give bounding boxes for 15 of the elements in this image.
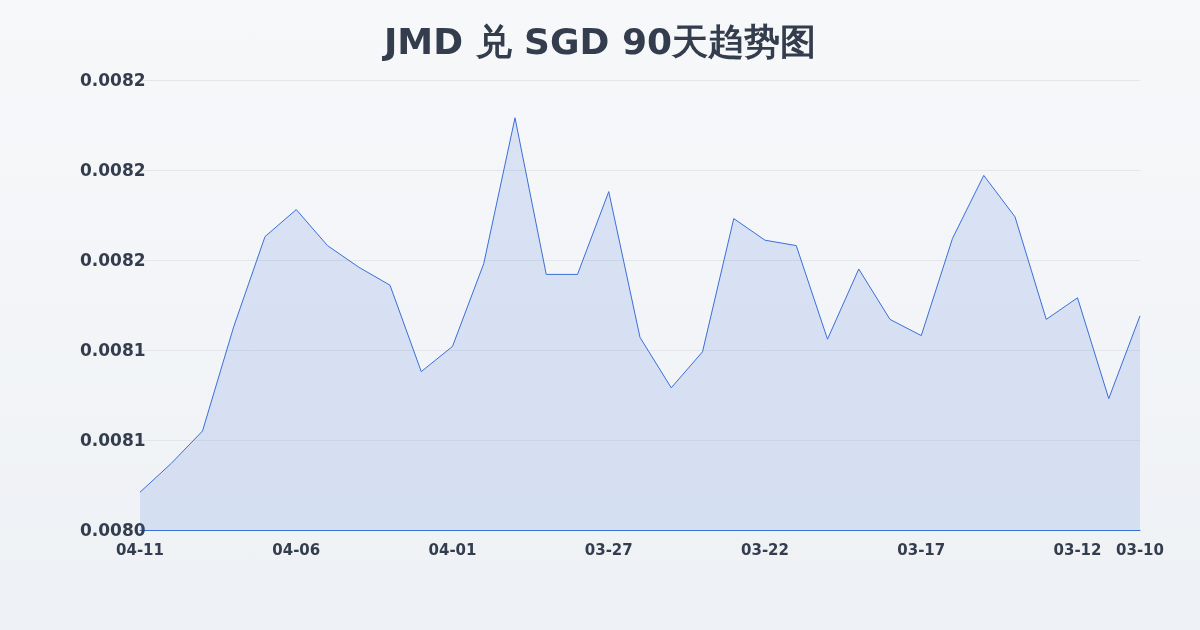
chart-title: JMD 兑 SGD 90天趋势图 [380, 20, 817, 62]
y-tick-label: 0.0081 [80, 340, 146, 360]
x-tick-label: 03-10 [1116, 540, 1164, 559]
x-tick-label: 03-12 [1053, 540, 1102, 559]
x-tick-label: 04-01 [428, 540, 477, 559]
y-tick-label: 0.0082 [80, 160, 146, 180]
x-tick-label: 04-06 [272, 540, 321, 559]
y-tick-label: 0.0082 [80, 250, 146, 270]
y-tick-label: 0.0082 [80, 70, 146, 90]
x-tick-label: 03-17 [897, 540, 946, 559]
y-tick-label: 0.0080 [80, 520, 146, 540]
y-tick-label: 0.0081 [80, 430, 146, 450]
x-tick-label: 03-22 [741, 540, 789, 559]
x-tick-label: 03-27 [584, 540, 633, 559]
x-tick-label: 04-11 [116, 540, 164, 559]
